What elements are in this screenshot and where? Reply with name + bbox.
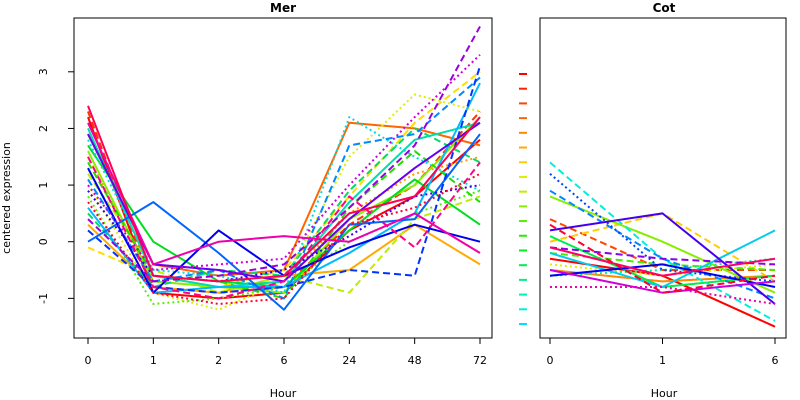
panel-mer: Mer 0 1 2 6 24 48 72 -1 0 1 2 3 Hour centered expr… — [0, 1, 493, 400]
y-tick-label-2: 2 — [37, 125, 50, 132]
x-tick-label-mer-2: 2 — [215, 354, 222, 367]
series-line-mer-10 — [87, 189, 481, 305]
series-group-mer — [87, 26, 481, 311]
x-tick-label-cot-1: 1 — [659, 354, 666, 367]
series-group-cot — [549, 161, 776, 328]
y-tick-label-3: 3 — [37, 68, 50, 75]
series-line-cot-14 — [549, 263, 776, 288]
x-axis-cot: 0 1 6 — [547, 338, 779, 367]
x-axis-mer: 0 1 2 6 24 48 72 — [85, 338, 487, 367]
x-tick-label-mer-6: 6 — [281, 354, 288, 367]
y-tick-label-0: 0 — [37, 238, 50, 245]
series-line-mer-26 — [87, 156, 481, 300]
y-tick-label--1: -1 — [37, 293, 50, 304]
y-axis-label: centered expression — [0, 142, 13, 254]
series-line-cot-16 — [549, 246, 776, 266]
x-tick-label-mer-24: 24 — [342, 354, 356, 367]
series-line-cot-2 — [549, 218, 775, 271]
legend-dash-column — [519, 73, 527, 325]
x-axis-label-cot: Hour — [651, 387, 678, 400]
series-line-mer-18 — [87, 133, 481, 311]
series-line-mer-25 — [87, 122, 481, 266]
panel-title-mer: Mer — [270, 1, 296, 15]
series-line-mer-27 — [87, 105, 481, 283]
x-axis-label-mer: Hour — [270, 387, 297, 400]
x-tick-label-mer-1: 1 — [150, 354, 157, 367]
series-line-mer-11 — [87, 150, 481, 300]
series-line-mer-24 — [87, 54, 481, 271]
series-line-cot-3 — [549, 269, 776, 283]
panel-title-cot: Cot — [653, 1, 676, 15]
panel-cot: Cot 0 1 6 Hour — [519, 1, 787, 400]
x-tick-label-mer-72: 72 — [473, 354, 487, 367]
series-line-mer-23 — [87, 26, 481, 283]
x-tick-label-cot-6: 6 — [772, 354, 779, 367]
series-line-mer-28 — [87, 172, 481, 305]
series-line-cot-19 — [549, 246, 776, 277]
plot-frame-mer — [73, 17, 493, 339]
x-tick-label-mer-48: 48 — [408, 354, 422, 367]
y-axis-mer: -1 0 1 2 3 — [37, 68, 74, 304]
series-line-cot-15 — [549, 212, 776, 305]
series-line-cot-17 — [549, 269, 776, 294]
y-tick-label-1: 1 — [37, 182, 50, 189]
series-line-cot-11 — [549, 229, 776, 288]
x-tick-label-cot-0: 0 — [547, 354, 554, 367]
series-line-cot-6 — [549, 195, 776, 294]
series-line-mer-15 — [87, 116, 481, 294]
x-tick-label-mer-0: 0 — [85, 354, 92, 367]
